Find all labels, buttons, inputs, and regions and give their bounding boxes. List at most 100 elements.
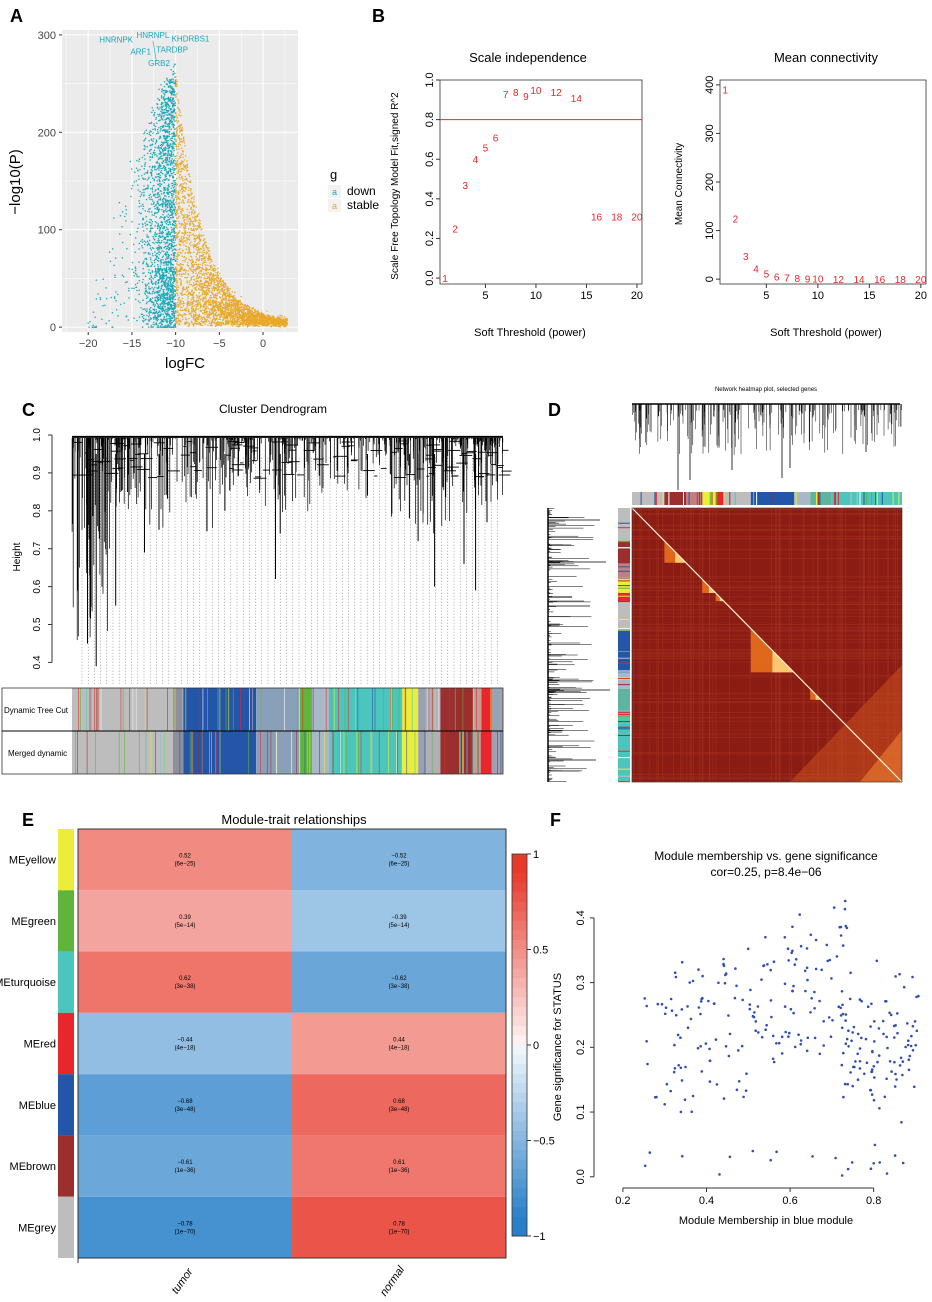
volcano-point-down [161,149,164,152]
volcano-point-stable [222,290,224,292]
volcano-point-stable [185,310,188,312]
volcano-point-down [163,309,165,312]
volcano-point-stable [190,301,193,304]
volcano-point-stable [206,287,208,289]
volcano-point-down [91,326,94,328]
volcano-point-stable [263,324,265,327]
volcano-point-down [174,90,176,93]
volcano-point-stable [224,310,227,312]
volcano-point-down [122,276,125,278]
volcano-point-down [150,279,153,281]
volcano-point-down [168,308,171,311]
volcano-point-down [134,298,137,301]
volcano-point-down [170,326,173,328]
volcano-point-stable [191,258,193,261]
volcano-point-stable [176,132,178,134]
volcano-point-down [172,187,175,189]
volcano-point-stable [196,296,198,298]
volcano-point-stable [197,263,199,265]
volcano-point-down [162,129,165,132]
volcano-point-stable [219,293,221,295]
volcano-point-stable [213,267,216,270]
volcano-point-down [161,221,163,224]
volcano-point-stable [223,311,226,313]
volcano-point-stable [208,320,210,322]
volcano-point-down [146,314,148,317]
volcano-point-down [166,321,168,323]
volcano-point-stable [193,278,195,281]
volcano-point-stable [204,317,206,320]
volcano-point-down [173,315,175,317]
volcano-point-stable [256,312,259,314]
volcano-point-stable [182,153,184,156]
volcano-point-down [158,178,160,180]
volcano-point-down [123,302,125,304]
volcano-point-stable [179,165,181,168]
volcano-point-stable [185,232,187,234]
volcano-point-down [164,131,167,134]
volcano-point-stable [204,298,206,300]
volcano-point-stable [182,235,185,238]
volcano-point-stable [229,301,231,303]
volcano-point-stable [225,316,227,318]
volcano-point-down [151,286,153,289]
volcano-point-down [158,244,160,247]
volcano-point-down [156,167,159,170]
volcano-point-down [172,284,175,287]
volcano-point-down [168,114,170,116]
volcano-point-down [153,166,156,169]
volcano-point-down [170,262,172,265]
volcano-point-down [164,176,167,178]
volcano-point-down [157,314,160,316]
volcano-point-down [167,150,170,152]
volcano-point-down [154,304,157,306]
volcano-point-stable [176,273,179,276]
volcano-point-down [161,300,164,303]
volcano-point-down [144,178,146,180]
volcano-point-stable [236,323,239,325]
volcano-point-down [160,167,162,170]
volcano-point-stable [187,264,190,267]
volcano-point-stable [180,147,183,149]
volcano-point-down [163,165,166,167]
volcano-point-stable [177,206,180,209]
volcano-point-stable [188,217,190,220]
panel-label-c: C [22,400,35,420]
volcano-point-down [162,213,164,216]
volcano-point-stable [232,306,235,308]
volcano-point-down [174,183,176,186]
volcano-point-stable [188,322,190,325]
volcano-point-down [162,274,165,277]
volcano-point-down [170,239,172,241]
volcano-point-down [157,183,159,186]
volcano-point-down [115,309,118,311]
volcano-point-stable [210,277,213,279]
volcano-point-down [174,208,176,210]
volcano-point-stable [187,297,189,300]
volcano-point-down [155,318,158,321]
volcano-point-down [154,169,156,171]
volcano-point-down [160,326,163,328]
volcano-point-down [160,318,162,320]
volcano-point-down [168,106,170,109]
volcano-point-down [149,297,152,300]
volcano-point-stable [191,210,193,212]
volcano-point-down [158,115,160,117]
volcano-point-down [172,275,175,277]
volcano-point-down [143,314,145,317]
volcano-point-stable [195,277,197,280]
volcano-point-stable [177,299,180,301]
volcano-point-down [172,237,175,240]
volcano-point-down [162,144,164,147]
volcano-point-down [151,301,153,304]
volcano-point-down [146,227,148,230]
volcano-point-down [172,106,174,108]
volcano-point-down [146,171,149,174]
volcano-point-down [163,227,166,229]
volcano-point-stable [286,319,289,322]
volcano-point-down [146,146,148,148]
volcano-point-stable [182,189,185,192]
volcano-point-down [166,241,168,244]
volcano-point-stable [249,309,251,311]
volcano-point-stable [208,254,210,256]
